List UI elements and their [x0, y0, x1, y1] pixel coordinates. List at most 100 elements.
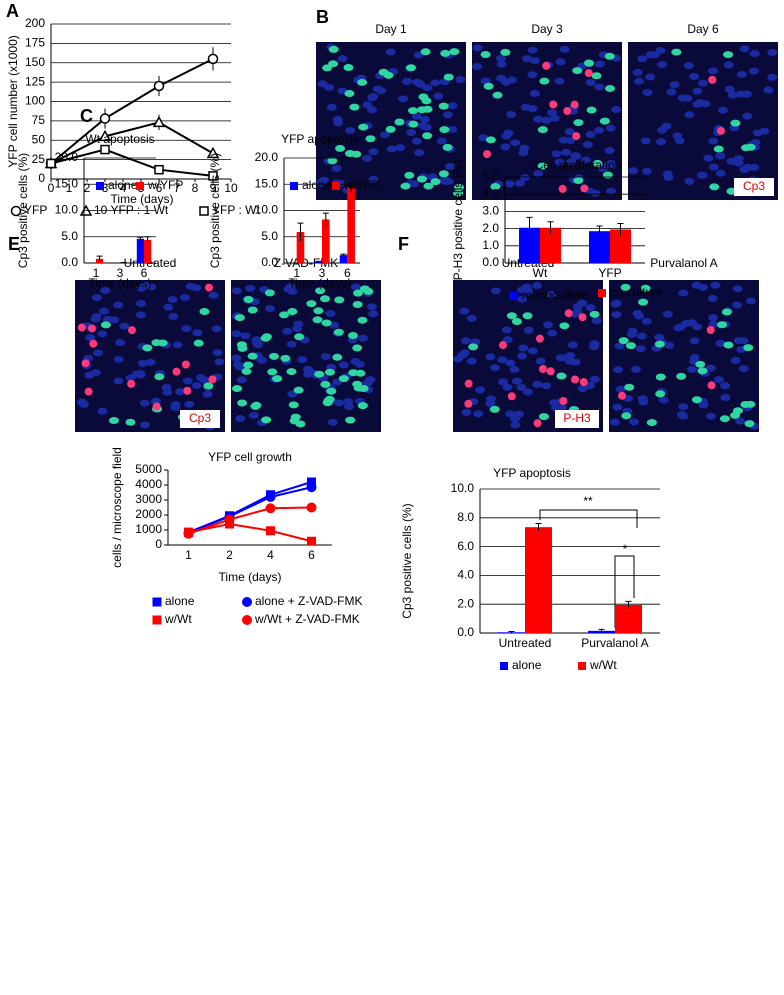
nucleus: [212, 349, 223, 357]
marker: [306, 502, 317, 513]
yfp-cell: [100, 321, 111, 329]
nucleus: [115, 339, 126, 347]
y-tick-label: 3000: [135, 492, 162, 506]
yfp-cell: [408, 120, 419, 128]
y-tick-label: 75: [32, 113, 46, 127]
nucleus: [657, 61, 668, 69]
x-tick-label: 6: [156, 181, 163, 195]
nucleus: [297, 356, 308, 364]
nucleus: [597, 165, 608, 173]
marker: [152, 597, 162, 607]
yfp-cell: [264, 289, 275, 297]
nucleus: [678, 289, 689, 297]
x-tick-label: 4: [120, 181, 127, 195]
nucleus: [459, 307, 470, 315]
yfp-cell: [423, 182, 434, 190]
annotation: **: [583, 494, 593, 508]
yfp-cell: [584, 59, 595, 67]
y-tick-label: 20.0: [255, 150, 279, 164]
nucleus: [398, 95, 409, 103]
nucleus: [767, 73, 778, 81]
yfp-cell: [324, 395, 335, 403]
nucleus: [523, 326, 534, 334]
stained-cell: [533, 419, 542, 428]
x-tick-label: 2: [84, 181, 91, 195]
marker: [199, 206, 209, 216]
nucleus: [344, 403, 355, 411]
marker: [208, 171, 218, 181]
nucleus: [565, 352, 576, 360]
nucleus: [181, 325, 192, 333]
nucleus: [251, 339, 262, 347]
yfp-cell: [157, 339, 168, 347]
yfp-cell: [237, 399, 248, 407]
yfp-cell: [261, 416, 272, 424]
nucleus: [637, 395, 648, 403]
stained-cell: [204, 283, 213, 292]
yfp-cell: [269, 352, 280, 360]
nucleus: [703, 154, 714, 162]
nucleus: [406, 128, 417, 136]
nucleus: [235, 363, 246, 371]
yfp-cell: [315, 287, 326, 295]
yfp-cell: [352, 380, 363, 388]
nucleus: [687, 365, 698, 373]
nucleus: [445, 162, 456, 170]
nucleus: [411, 112, 422, 120]
legend-label: alone: [302, 178, 332, 192]
yfp-cell: [358, 123, 369, 131]
yfp-cell: [385, 125, 396, 133]
nucleus: [447, 102, 458, 110]
image-label: Purvalanol A: [650, 256, 717, 270]
stained-cell: [208, 375, 217, 384]
nucleus: [570, 152, 581, 160]
nucleus: [357, 334, 368, 342]
nucleus: [585, 304, 596, 312]
nucleus: [588, 343, 599, 351]
nucleus: [167, 295, 178, 303]
nucleus: [511, 377, 522, 385]
yfp-cell: [573, 119, 584, 127]
y-axis-label: P-H3 positive cells (%): [451, 160, 465, 281]
nucleus: [746, 297, 757, 305]
bar: [615, 604, 642, 633]
nucleus: [517, 295, 528, 303]
nucleus: [640, 137, 651, 145]
nucleus: [606, 187, 617, 195]
nucleus: [350, 357, 361, 365]
legend-label: YFP : Wt: [212, 203, 260, 217]
yfp-cell: [655, 390, 666, 398]
x-axis-label: Time (days): [111, 192, 174, 206]
yfp-cell: [203, 382, 214, 390]
nucleus: [368, 148, 379, 156]
nucleus: [580, 156, 591, 164]
y-tick-label: 15.0: [255, 176, 279, 190]
nucleus: [585, 131, 596, 139]
nucleus: [457, 351, 468, 359]
yfp-cell: [743, 344, 754, 352]
nucleus: [318, 176, 329, 184]
series-line: [188, 506, 312, 535]
nucleus: [211, 325, 222, 333]
y-tick-label: 4.0: [482, 186, 499, 200]
legend-swatch: [510, 292, 518, 300]
yfp-cell: [294, 333, 305, 341]
x-axis-label: Time (days): [89, 276, 152, 290]
series-line: [50, 121, 214, 165]
nucleus: [738, 365, 749, 373]
error-bar: [598, 628, 605, 633]
y-axis-label: Cp3 positive cells (%): [16, 153, 30, 268]
chart-title: YFP apoptosis: [281, 132, 359, 146]
nucleus: [732, 285, 743, 293]
nucleus: [466, 357, 477, 365]
nucleus: [503, 129, 514, 137]
y-axis-label: Cp3 positive cells (%): [208, 153, 222, 268]
nucleus: [519, 174, 530, 182]
series-line: [188, 486, 312, 534]
stained-cell: [84, 387, 93, 396]
nucleus: [542, 321, 553, 329]
bar: [519, 227, 540, 263]
nucleus: [501, 326, 512, 334]
stain-box: [180, 410, 220, 428]
chart-title: YFP cell growth: [208, 450, 292, 464]
